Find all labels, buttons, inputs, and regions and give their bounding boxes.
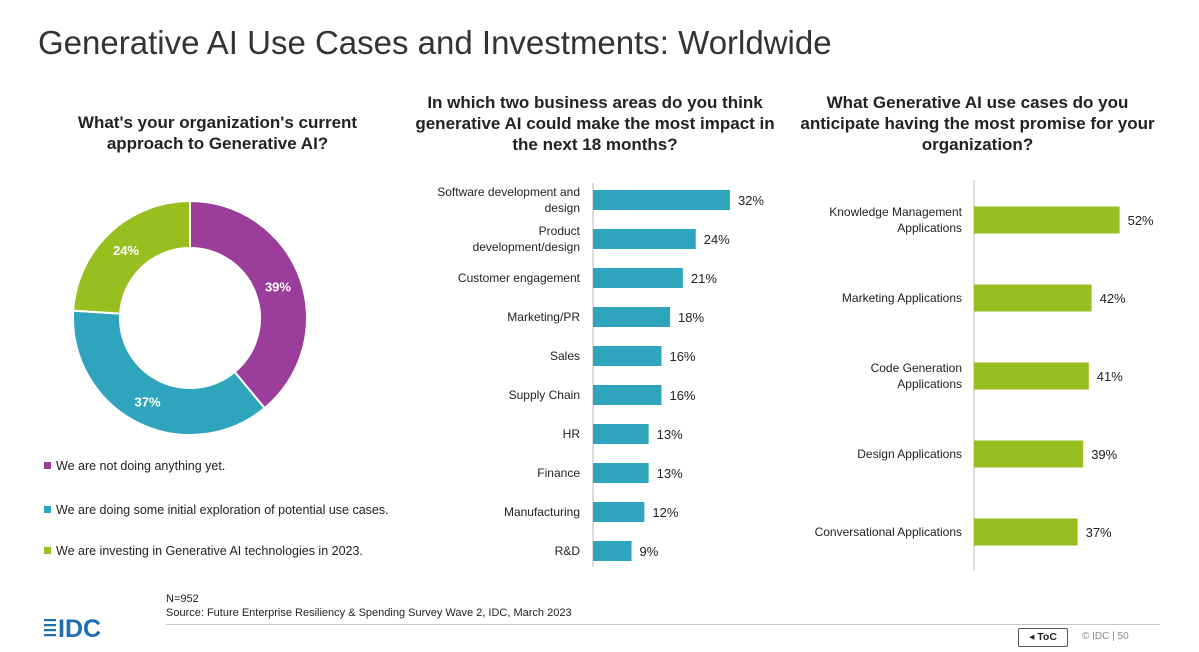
bar — [593, 385, 662, 405]
legend-item-investing: We are investing in Generative AI techno… — [44, 543, 404, 560]
donut-slice-label: 39% — [265, 279, 291, 294]
legend-swatch-teal — [44, 506, 51, 513]
donut-slice — [189, 199, 308, 410]
footer-divider — [166, 624, 1160, 625]
toc-button[interactable]: ◂ ToC — [1018, 628, 1068, 647]
donut-slice — [72, 199, 191, 315]
bar — [974, 518, 1078, 546]
bar-category-label: Marketing/PR — [507, 310, 580, 324]
source-text: Source: Future Enterprise Resiliency & S… — [166, 607, 572, 619]
bar-category-label: Product development/design — [473, 224, 581, 254]
sample-size: N=952 — [166, 593, 199, 605]
bar-value-label: 41% — [1097, 369, 1123, 384]
bar-category-label: R&D — [555, 544, 581, 558]
legend-swatch-green — [44, 547, 51, 554]
legend-item-exploring: We are doing some initial exploration of… — [44, 502, 404, 519]
donut-chart-title: What's your organization's current appro… — [77, 113, 358, 153]
bar-value-label: 9% — [640, 544, 659, 559]
bar — [593, 268, 683, 288]
copyright: © IDC | 50 — [1082, 631, 1129, 642]
bar — [974, 206, 1120, 234]
bar-value-label: 21% — [691, 271, 717, 286]
bar — [593, 541, 632, 561]
bar-category-label: Code Generation Applications — [871, 361, 962, 391]
bar-category-label: Manufacturing — [504, 505, 580, 519]
business-areas-chart-title: In which two business areas do you think… — [415, 93, 775, 154]
legend-label: We are doing some initial exploration of… — [56, 503, 389, 517]
logo-text: IDC — [58, 615, 101, 642]
bar-category-label: Design Applications — [857, 447, 962, 461]
bar-value-label: 13% — [657, 427, 683, 442]
legend-label: We are not doing anything yet. — [56, 459, 226, 473]
bar-category-label: Conversational Applications — [815, 525, 962, 539]
bar — [974, 362, 1089, 390]
bar — [593, 346, 662, 366]
donut-slice-label: 37% — [135, 394, 161, 409]
bar-value-label: 32% — [738, 193, 764, 208]
bar — [593, 463, 649, 483]
bar-category-label: Sales — [550, 349, 580, 363]
bar-value-label: 42% — [1100, 291, 1126, 306]
bar — [593, 190, 730, 210]
bar-value-label: 16% — [669, 388, 695, 403]
legend-item-not-doing: We are not doing anything yet. — [44, 458, 404, 475]
bar — [974, 440, 1084, 468]
bar-category-label: Supply Chain — [509, 388, 580, 402]
business-areas-bar-chart: 32% Software development and design 24% Prod… — [437, 183, 764, 567]
bar — [593, 229, 696, 249]
bar — [593, 424, 649, 444]
idc-logo: IDC — [44, 615, 101, 642]
bar — [593, 307, 671, 327]
bar-category-label: Knowledge Management Applications — [829, 205, 962, 235]
bar-category-label: HR — [563, 427, 581, 441]
bar-value-label: 12% — [652, 505, 678, 520]
bar-value-label: 18% — [678, 310, 704, 325]
legend-swatch-purple — [44, 462, 51, 469]
bar-value-label: 13% — [657, 466, 683, 481]
bar-value-label: 37% — [1086, 525, 1112, 540]
bar-category-label: Customer engagement — [458, 271, 581, 285]
donut-chart: 39% 37% 24% — [72, 199, 308, 436]
legend-label: We are investing in Generative AI techno… — [56, 544, 363, 558]
bar — [974, 284, 1092, 312]
donut-slice-label: 24% — [113, 243, 139, 258]
bar-value-label: 52% — [1128, 213, 1154, 228]
bar-category-label: Marketing Applications — [842, 291, 962, 305]
page-title: Generative AI Use Cases and Investments:… — [38, 24, 832, 61]
use-cases-chart-title: What Generative AI use cases do you anti… — [800, 93, 1155, 154]
bar-value-label: 16% — [669, 349, 695, 364]
bar-value-label: 24% — [704, 232, 730, 247]
donut-slice — [72, 309, 266, 436]
bar — [593, 502, 645, 522]
use-cases-bar-chart: 52% Knowledge Management Applications 42% Ma… — [815, 180, 1154, 570]
bar-value-label: 39% — [1091, 447, 1117, 462]
bar-category-label: Software development and design — [437, 185, 580, 215]
footnote: N=952 Source: Future Enterprise Resilien… — [166, 592, 572, 620]
bar-category-label: Finance — [537, 466, 580, 480]
